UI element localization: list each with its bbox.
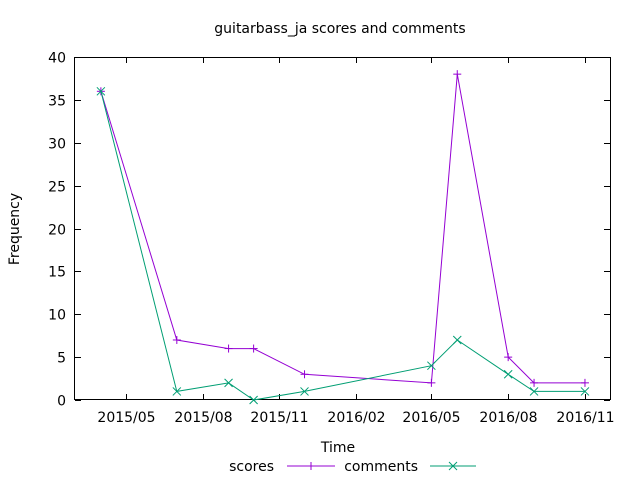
x-tick-label: 2015/08 (174, 410, 232, 426)
data-point-comments (224, 378, 233, 388)
y-tick-label: 10 (48, 308, 66, 324)
data-point-scores (172, 335, 181, 344)
y-axis: 0 5 10 15 20 25 30 35 40 (48, 51, 610, 410)
legend-label: scores (229, 459, 274, 475)
y-tick-label: 20 (48, 223, 66, 239)
data-point-scores (580, 378, 589, 387)
data-point-scores (300, 370, 309, 379)
x-tick-label: 2016/08 (479, 410, 537, 426)
series-layer (96, 70, 590, 405)
data-point-scores (249, 344, 258, 353)
data-point-scores (427, 378, 436, 387)
legend-item-scores: scores (229, 459, 335, 475)
legend-marker (448, 461, 458, 471)
data-point-scores (530, 378, 539, 387)
x-tick-label: 2016/05 (402, 410, 460, 426)
series-line-comments (100, 91, 585, 401)
series-scores (96, 70, 589, 387)
y-tick-label: 0 (57, 394, 66, 410)
data-point-comments (503, 369, 513, 379)
legend-marker (307, 462, 315, 470)
legend-label: comments (344, 459, 418, 475)
plot-area-frame (74, 57, 611, 400)
data-point-comments (96, 86, 106, 96)
data-point-comments (580, 387, 590, 396)
data-point-scores (224, 344, 233, 353)
series-line-scores (100, 74, 585, 384)
data-point-comments (427, 361, 436, 371)
y-tick-label: 30 (48, 137, 66, 153)
legend: scores comments (229, 459, 476, 475)
data-point-comments (452, 335, 462, 345)
x-tick-label: 2015/05 (97, 410, 155, 426)
data-point-comments (172, 387, 182, 396)
x-tick-label: 2015/11 (250, 410, 308, 426)
x-axis: 2015/05 2015/08 2015/11 2016/02 2016/05 2016/… (97, 57, 615, 426)
data-point-scores (453, 70, 462, 79)
data-point-comments (300, 387, 309, 396)
data-point-comments (529, 387, 539, 396)
y-tick-label: 35 (48, 94, 66, 110)
x-tick-label: 2016/11 (556, 410, 614, 426)
series-comments (96, 86, 590, 405)
y-tick-label: 5 (57, 351, 66, 367)
data-point-comments (249, 395, 258, 405)
x-axis-label: Time (320, 440, 355, 456)
y-tick-label: 15 (48, 265, 66, 281)
y-tick-label: 40 (48, 51, 66, 67)
legend-item-comments: comments (344, 459, 476, 475)
x-tick-label: 2016/02 (327, 410, 385, 426)
y-axis-label: Frequency (7, 193, 23, 265)
data-point-scores (504, 353, 513, 362)
chart-title: guitarbass_ja scores and comments (214, 21, 465, 37)
y-tick-label: 25 (48, 180, 66, 196)
